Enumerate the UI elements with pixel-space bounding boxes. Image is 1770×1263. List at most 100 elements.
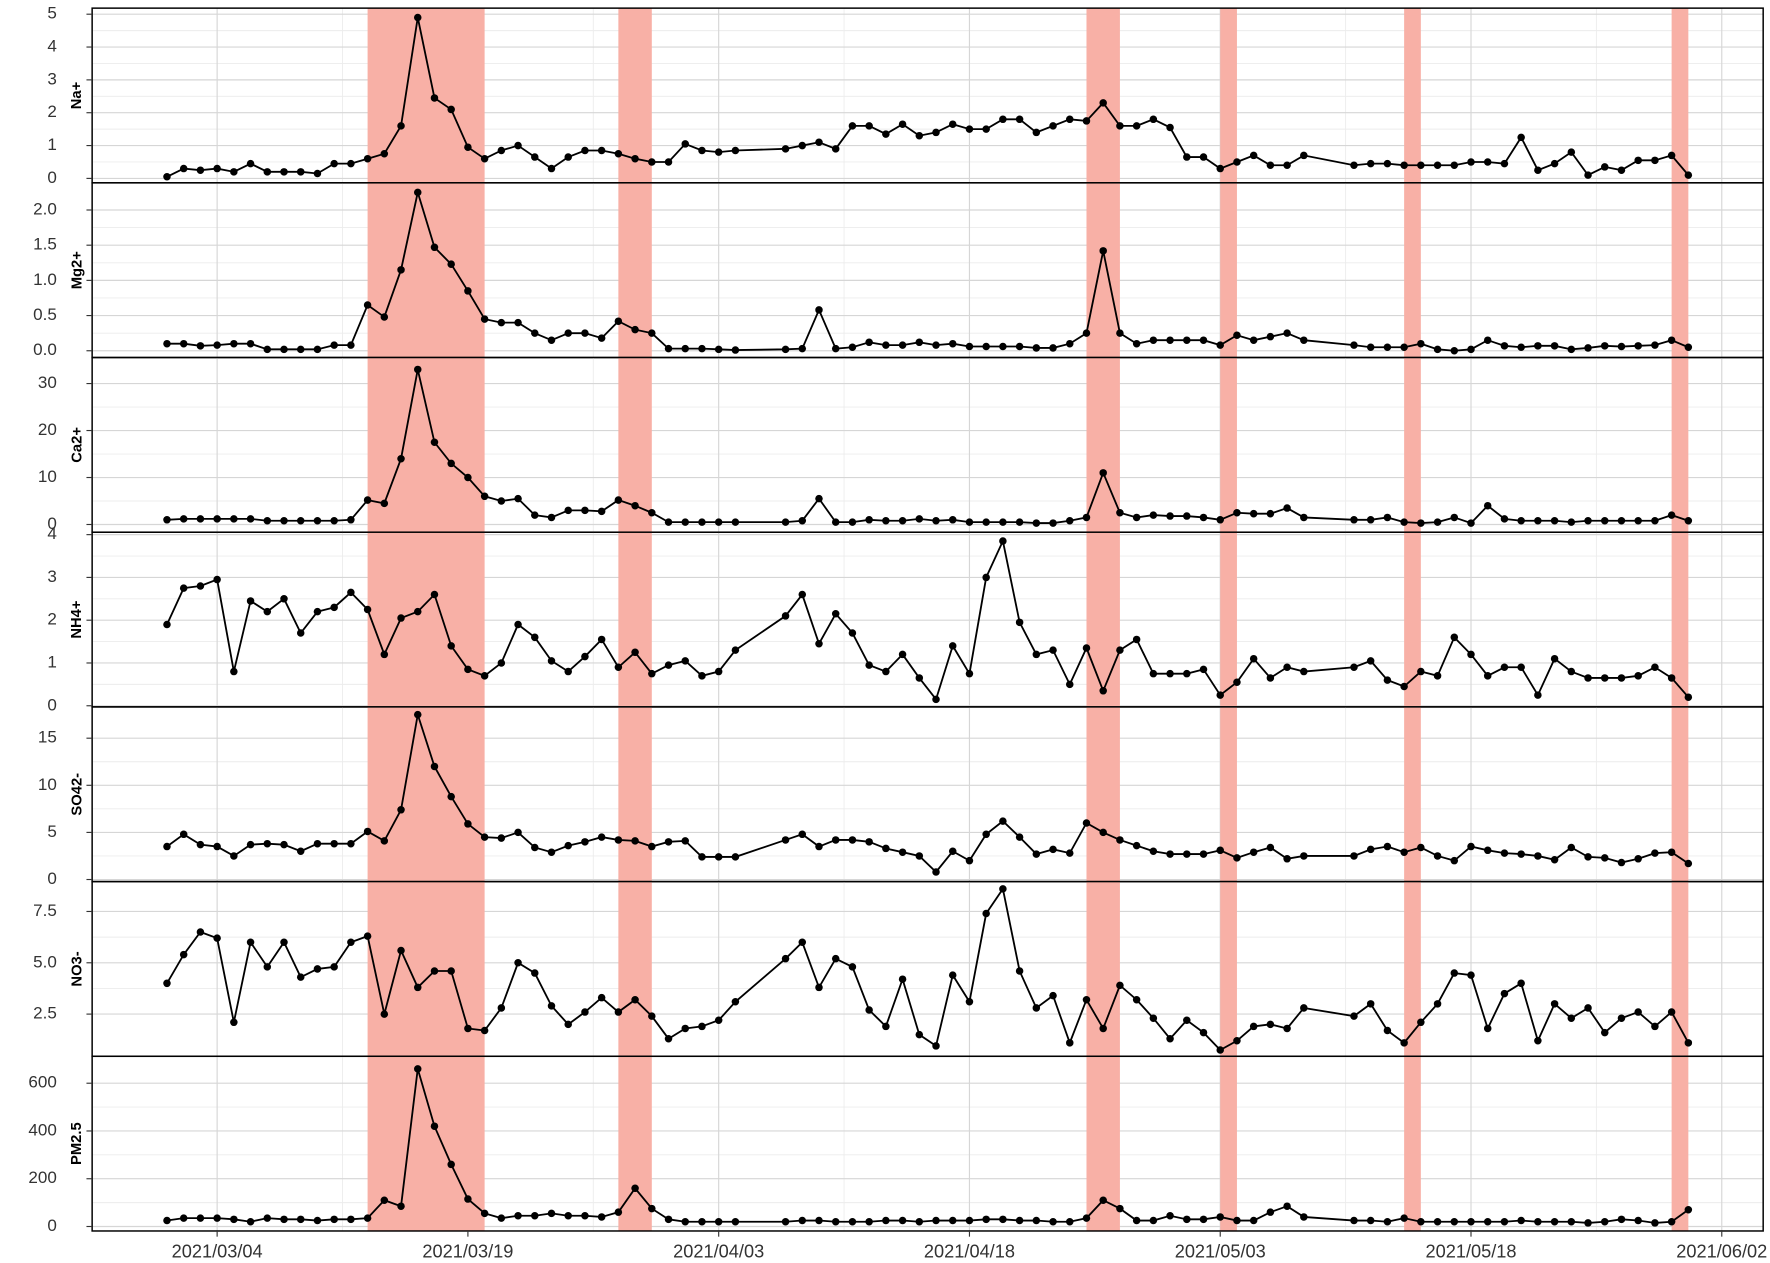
- y-tick-label: 10: [38, 467, 57, 486]
- data-point: [1149, 115, 1158, 124]
- data-point: [1366, 1000, 1375, 1008]
- data-point: [1567, 518, 1576, 526]
- data-point: [1099, 687, 1107, 695]
- data-point: [1433, 672, 1442, 680]
- data-point: [1567, 1014, 1576, 1022]
- data-point: [1166, 1034, 1174, 1043]
- series-line: [166, 538, 1690, 702]
- highlight-band: [1671, 706, 1689, 882]
- data-point: [246, 339, 255, 348]
- data-point: [831, 610, 840, 618]
- data-point: [1550, 654, 1559, 663]
- y-tick-label: 30: [38, 373, 57, 392]
- data-point: [1684, 693, 1693, 701]
- data-point: [246, 515, 255, 523]
- data-point: [413, 1065, 422, 1073]
- data-point: [380, 313, 389, 321]
- data-point: [531, 511, 539, 519]
- data-point: [1015, 618, 1024, 627]
- data-point: [915, 674, 924, 682]
- data-point: [1617, 858, 1626, 867]
- data-point: [564, 329, 572, 337]
- data-point: [1433, 852, 1442, 860]
- data-point: [313, 169, 322, 178]
- data-point: [296, 629, 305, 637]
- highlight-band: [1220, 8, 1237, 183]
- data-point: [1400, 1039, 1408, 1047]
- data-point: [1066, 680, 1074, 689]
- data-point: [882, 1022, 890, 1031]
- data-point: [798, 938, 807, 947]
- data-point: [1417, 667, 1425, 676]
- series-line: [166, 886, 1690, 1052]
- data-point: [497, 146, 506, 155]
- data-point: [1483, 158, 1492, 166]
- data-point: [1216, 846, 1224, 855]
- series-line: [166, 188, 1689, 352]
- data-point: [1534, 342, 1542, 350]
- data-point: [1634, 156, 1642, 165]
- data-point: [1651, 156, 1659, 165]
- data-point: [648, 1204, 656, 1213]
- y-tick-label: 4: [47, 37, 56, 56]
- data-point: [1266, 332, 1275, 341]
- data-point: [1099, 469, 1107, 477]
- highlight-band: [1404, 706, 1421, 882]
- data-point: [631, 154, 639, 163]
- data-point: [1183, 1016, 1191, 1025]
- data-point: [380, 1010, 389, 1018]
- data-point: [1651, 663, 1659, 672]
- data-point: [1433, 1000, 1442, 1008]
- data-point: [664, 518, 673, 526]
- data-point: [648, 842, 656, 851]
- highlight-band: [1086, 706, 1120, 882]
- data-point: [1467, 1217, 1475, 1226]
- data-point: [1066, 1039, 1074, 1047]
- data-point: [480, 672, 489, 680]
- data-point: [965, 518, 974, 526]
- data-point: [1634, 1008, 1642, 1016]
- data-point: [413, 13, 422, 22]
- data-point: [330, 603, 338, 612]
- data-point: [1467, 971, 1475, 979]
- data-point: [1467, 158, 1475, 166]
- data-point: [1082, 995, 1091, 1004]
- data-point: [1600, 674, 1609, 682]
- data-point: [1266, 509, 1275, 518]
- data-point: [1534, 852, 1542, 860]
- y-tick-label: 0.0: [33, 340, 57, 359]
- data-point: [480, 315, 489, 323]
- data-point: [363, 496, 372, 504]
- data-point: [597, 635, 606, 644]
- data-point: [230, 667, 238, 676]
- data-point: [648, 158, 656, 166]
- data-point: [514, 318, 522, 327]
- data-point: [497, 834, 506, 842]
- data-point: [1066, 1217, 1074, 1226]
- data-point: [163, 339, 171, 348]
- data-point: [965, 669, 974, 678]
- data-point: [347, 341, 355, 349]
- highlight-band: [1220, 881, 1237, 1057]
- data-point: [1366, 1216, 1375, 1225]
- data-point: [1500, 663, 1509, 672]
- data-point: [932, 1042, 940, 1050]
- data-point: [280, 516, 288, 525]
- panel-label: NO3-: [69, 951, 85, 986]
- data-point: [698, 1217, 706, 1226]
- data-point: [1300, 1213, 1308, 1221]
- data-point: [447, 642, 455, 650]
- data-point: [280, 1215, 288, 1224]
- highlight-band: [367, 532, 485, 707]
- data-point: [1617, 674, 1626, 682]
- data-point: [1667, 1217, 1676, 1226]
- data-point: [1132, 513, 1141, 522]
- y-tick-label: 0.5: [33, 305, 57, 324]
- data-point: [531, 153, 539, 161]
- highlight-band: [1404, 8, 1421, 183]
- y-tick-label: 600: [28, 1073, 56, 1092]
- y-tick-label: 20: [38, 420, 57, 439]
- data-point: [982, 909, 990, 918]
- data-point: [1600, 342, 1609, 350]
- highlight-band: [1404, 532, 1421, 707]
